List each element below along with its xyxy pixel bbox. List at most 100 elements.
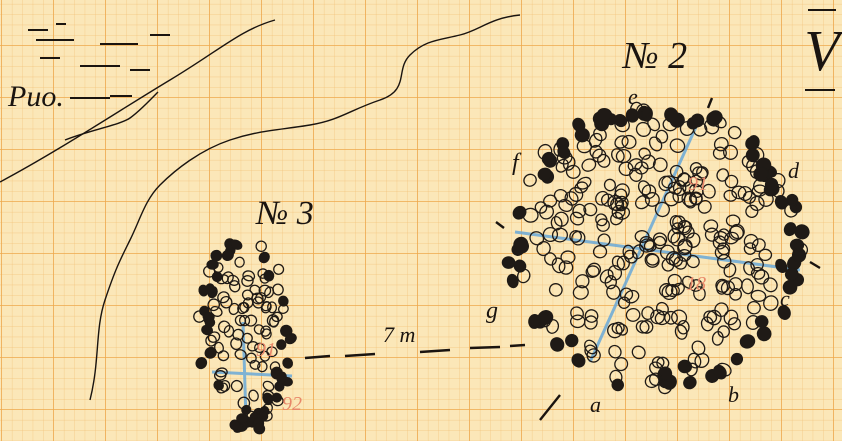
light-cell (664, 310, 678, 325)
light-cell (537, 312, 552, 328)
light-cell (242, 297, 254, 309)
dark-cell (565, 333, 579, 348)
light-cell (536, 241, 551, 257)
dark-cell (706, 111, 721, 127)
dark-cell (276, 371, 287, 385)
dark-cell (782, 279, 798, 295)
light-cell (544, 252, 557, 266)
light-cell (651, 356, 665, 369)
light-cell (570, 314, 586, 329)
light-cell (247, 341, 259, 352)
light-cell (606, 284, 621, 300)
red-mark: 91 (688, 173, 708, 195)
light-cell (737, 186, 753, 202)
light-cell (568, 186, 584, 202)
light-cell (599, 269, 614, 284)
light-cell (248, 389, 259, 402)
dark-cell (753, 166, 769, 182)
light-cell (751, 238, 766, 253)
light-cell (717, 325, 730, 338)
light-cell (615, 323, 629, 336)
light-cell (244, 314, 258, 327)
dark-cell (514, 239, 530, 254)
light-cell (673, 256, 688, 270)
dark-cell (253, 422, 266, 435)
light-cell (624, 289, 640, 304)
dark-cell (730, 352, 744, 366)
top-note: Puo. (7, 80, 64, 113)
light-cell (671, 309, 688, 326)
dark-cell (764, 177, 779, 191)
light-cell (664, 191, 679, 207)
light-cell (604, 275, 617, 290)
light-cell (677, 238, 693, 254)
light-cell (258, 284, 272, 297)
light-cell (253, 324, 265, 335)
light-cell (635, 121, 652, 137)
light-cell (648, 136, 663, 152)
light-cell (689, 162, 703, 175)
light-cell (621, 134, 637, 150)
light-cell (682, 225, 695, 239)
cells (193, 101, 810, 435)
light-cell (614, 135, 629, 149)
light-cell (266, 314, 280, 328)
light-cell (569, 230, 582, 243)
dark-cell (664, 107, 679, 123)
light-cell (681, 191, 697, 207)
light-cell (595, 190, 610, 206)
dark-cell (241, 404, 252, 415)
light-cell (677, 248, 692, 262)
light-cell (273, 263, 285, 275)
light-cell (227, 274, 240, 286)
light-cell (729, 287, 742, 301)
light-cell (635, 320, 650, 334)
light-cell (223, 324, 235, 338)
dark-cell (625, 108, 640, 123)
light-cell (261, 328, 272, 340)
light-cell (251, 292, 264, 305)
light-cell (644, 252, 660, 268)
light-cell (217, 291, 230, 304)
light-cell (704, 227, 720, 242)
light-cell (611, 321, 625, 335)
light-cell (731, 185, 747, 200)
light-cell (625, 307, 641, 322)
scale-note: 7 m (383, 322, 415, 347)
light-cell (634, 161, 649, 175)
light-cell (672, 215, 686, 229)
light-cell (575, 274, 590, 289)
dark-cell (276, 339, 287, 350)
light-cell (727, 125, 742, 140)
light-cell (516, 268, 531, 284)
light-cell (558, 198, 573, 212)
light-cell (750, 258, 764, 272)
light-cell (661, 284, 678, 301)
light-cell (693, 286, 706, 302)
sketch-lines (0, 9, 836, 421)
light-cell (688, 183, 704, 198)
light-cell (584, 344, 598, 359)
light-cell (593, 127, 607, 142)
dark-cell (262, 392, 274, 404)
light-cell (714, 302, 729, 317)
light-cell (262, 380, 275, 392)
light-cell (717, 254, 732, 269)
light-cell (214, 341, 224, 354)
light-cell (631, 244, 645, 260)
page-number: V (804, 18, 842, 83)
light-cell (245, 352, 257, 364)
light-cell (711, 330, 724, 346)
light-cell (558, 260, 574, 275)
light-cell (622, 244, 635, 260)
point-label: e (628, 84, 638, 109)
light-cell (234, 256, 245, 268)
light-cell (634, 230, 650, 243)
light-cell (220, 295, 233, 309)
dark-cell (513, 259, 527, 273)
light-cell (650, 309, 665, 325)
light-cell (267, 301, 278, 314)
light-cell (712, 146, 727, 160)
light-cell (724, 174, 739, 189)
